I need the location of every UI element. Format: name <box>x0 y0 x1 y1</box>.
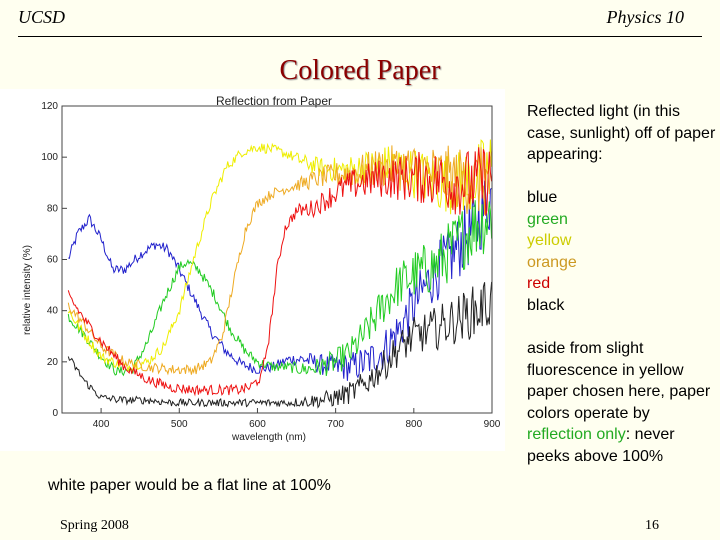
color-word-yellow: yellow <box>527 232 572 249</box>
color-word-orange: orange <box>527 253 577 271</box>
y-tick-label-20: 20 <box>47 357 59 368</box>
x-tick-label-600: 600 <box>249 419 266 430</box>
note-post: : never peeks above 100% <box>527 426 675 465</box>
chart-x-axis-label: wavelength (nm) <box>231 432 306 443</box>
color-word-green: green <box>527 210 568 228</box>
chart-y-axis-label: relative intensity (%) <box>22 245 33 335</box>
note-pre: aside from slight fluorescence in yellow… <box>527 340 711 422</box>
y-tick-label-80: 80 <box>47 203 59 214</box>
reflection-chart: Reflection from Paper relative intensity… <box>0 89 505 451</box>
header-right: Physics 10 <box>606 7 684 27</box>
footer-date: Spring 2008 <box>60 518 129 533</box>
slide-title: Colored Paper <box>279 55 441 86</box>
series-line-yellow <box>67 139 493 372</box>
x-tick-label-700: 700 <box>327 419 344 430</box>
y-tick-label-100: 100 <box>41 152 58 163</box>
axis-layer: 400 500 600 700 800 900 0 20 40 60 80 100 120 <box>41 101 500 430</box>
color-word-blue: blue <box>527 189 558 206</box>
x-tick-label-400: 400 <box>93 419 110 430</box>
x-tick-label-900: 900 <box>484 419 501 430</box>
note-highlight: reflection only <box>527 426 626 443</box>
color-word-red: red <box>527 275 551 292</box>
series-line-red <box>67 147 493 397</box>
x-tick-label-800: 800 <box>405 419 422 430</box>
series-layer <box>67 139 493 409</box>
x-tick-label-500: 500 <box>171 419 188 430</box>
chart-background <box>0 89 505 451</box>
intro-text: Reflected light (in this case, sunlight)… <box>527 103 716 163</box>
series-line-green <box>67 200 493 377</box>
note-text: aside from slight fluorescence in yellow… <box>527 338 717 467</box>
y-tick-label-0: 0 <box>52 408 58 419</box>
chart-title: Reflection from Paper <box>216 94 332 108</box>
footer-page-number: 16 <box>645 518 659 533</box>
color-word-black: black <box>527 296 565 314</box>
y-tick-label-40: 40 <box>47 306 59 317</box>
header-left: UCSD <box>18 7 66 27</box>
color-word-list: blue green yellow orange red black <box>527 187 577 316</box>
series-line-black <box>67 281 493 409</box>
chart-caption: white paper would be a flat line at 100% <box>48 477 331 494</box>
series-line-blue <box>68 180 492 381</box>
y-tick-label-60: 60 <box>47 255 59 266</box>
y-tick-label-120: 120 <box>41 101 58 112</box>
header-rule <box>18 36 702 37</box>
